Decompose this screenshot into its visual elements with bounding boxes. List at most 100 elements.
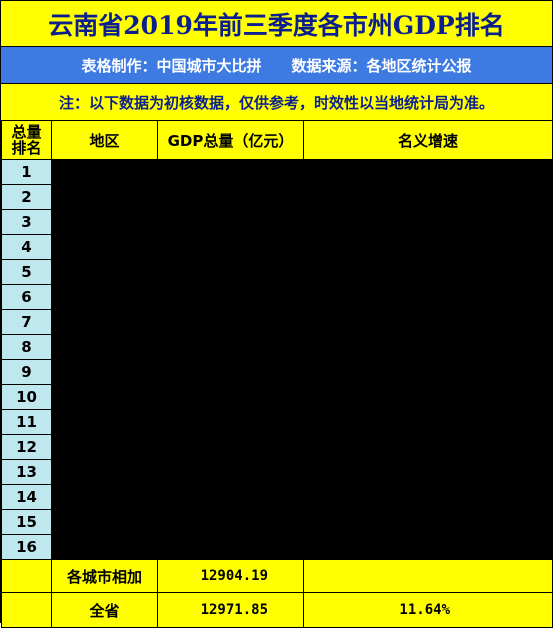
- cell-rank: 3: [1, 209, 52, 235]
- cell-gdp: 823.33: [157, 259, 304, 285]
- cell-region: 玉溪: [51, 234, 158, 260]
- cell-growth: 10.79%: [303, 484, 553, 510]
- table-row: 15 迪庆 156.93 8.10%: [1, 509, 553, 535]
- sum-row-gdp: 12904.19: [157, 559, 304, 593]
- cell-gdp: 1140.91: [157, 234, 304, 260]
- note-bar: 注：以下数据为初核数据，仅供参考，时效性以当地统计局为准。: [1, 83, 552, 120]
- cell-gdp: 794.03: [157, 284, 304, 310]
- cell-growth: 10.09%: [303, 309, 553, 335]
- cell-gdp: 545.88: [157, 334, 304, 360]
- cell-gdp: 242.85: [157, 484, 304, 510]
- table-row: 5 大理 823.33 6.20%: [1, 259, 553, 285]
- col-header-gdp: GDP总量（亿元）: [157, 120, 304, 160]
- cell-rank: 7: [1, 309, 52, 335]
- cell-growth: 10.47%: [303, 384, 553, 410]
- table-row: 16 怒江 110.70 14.30%: [1, 534, 553, 560]
- cell-growth: 8.80%: [303, 459, 553, 485]
- cell-rank: 1: [1, 159, 52, 185]
- sum-row-growth: [303, 559, 553, 593]
- table-row: 1 昆明 3769.42 7.49%: [1, 159, 553, 185]
- maker-label: 表格制作：中国城市大比拼: [81, 56, 262, 75]
- cell-region: 曲靖: [51, 184, 158, 210]
- table-row: 8 保山 545.88 10.98%: [1, 334, 553, 360]
- cell-growth: 10.32%: [303, 209, 553, 235]
- table-row: 9 文山 543.74 9.72%: [1, 359, 553, 385]
- cell-region: 丽江: [51, 484, 158, 510]
- sum-row: 各城市相加 12904.19: [1, 559, 553, 593]
- cell-region: 怒江: [51, 534, 158, 560]
- cell-gdp: 1522.65: [157, 184, 304, 210]
- total-row-growth: 11.64%: [303, 592, 553, 628]
- cell-growth: 9.96%: [303, 284, 553, 310]
- total-row-gdp: 12971.85: [157, 592, 304, 628]
- total-row: 全省 12971.85 11.64%: [1, 592, 553, 628]
- table-row: 14 丽江 242.85 10.79%: [1, 484, 553, 510]
- cell-region: 昆明: [51, 159, 158, 185]
- sum-row-label: 各城市相加: [51, 559, 158, 593]
- cell-rank: 13: [1, 459, 52, 485]
- table-row: 7 昭通 552.24 10.09%: [1, 309, 553, 335]
- table-row: 2 曲靖 1522.65 7.36%: [1, 184, 553, 210]
- sum-row-blank: [1, 559, 52, 593]
- table-row: 13 德宏 243.26 8.80%: [1, 459, 553, 485]
- cell-rank: 11: [1, 409, 52, 435]
- col-header-growth: 名义增速: [303, 120, 553, 160]
- table-row: 6 楚雄 794.03 9.96%: [1, 284, 553, 310]
- cell-gdp: 446.67: [157, 409, 304, 435]
- cell-rank: 9: [1, 359, 52, 385]
- gdp-table: 总量 排名 地区 GDP总量（亿元） 名义增速 1 昆明 3769.42 7.49% 2 曲…: [1, 120, 553, 628]
- source-label: 数据来源：各地区统计公报: [291, 56, 472, 75]
- cell-gdp: 243.26: [157, 459, 304, 485]
- cell-region: 临沧: [51, 409, 158, 435]
- cell-region: 西双版纳: [51, 434, 158, 460]
- cell-growth: 8.10%: [303, 509, 553, 535]
- table-row: 11 临沧 446.67 10.14%: [1, 409, 553, 435]
- cell-gdp: 543.74: [157, 359, 304, 385]
- cell-growth: 14.30%: [303, 534, 553, 560]
- cell-rank: 16: [1, 534, 52, 560]
- cell-region: 大理: [51, 259, 158, 285]
- cell-rank: 6: [1, 284, 52, 310]
- cell-growth: 7.36%: [303, 184, 553, 210]
- table-row: 4 玉溪 1140.91 7.30%: [1, 234, 553, 260]
- cell-region: 昭通: [51, 309, 158, 335]
- cell-growth: 10.98%: [303, 334, 553, 360]
- cell-rank: 2: [1, 184, 52, 210]
- cell-rank: 14: [1, 484, 52, 510]
- cell-gdp: 1206.94: [157, 209, 304, 235]
- table-row: 12 西双版纳 321.52 10.31%: [1, 434, 553, 460]
- cell-growth: 6.20%: [303, 259, 553, 285]
- cell-growth: 7.30%: [303, 234, 553, 260]
- cell-rank: 8: [1, 334, 52, 360]
- cell-growth: 10.31%: [303, 434, 553, 460]
- cell-region: 迪庆: [51, 509, 158, 535]
- cell-gdp: 156.93: [157, 509, 304, 535]
- col-header-region: 地区: [51, 120, 158, 160]
- cell-region: 普洱: [51, 384, 158, 410]
- cell-region: 红河: [51, 209, 158, 235]
- cell-gdp: 110.70: [157, 534, 304, 560]
- table-title: 云南省2019年前三季度各市州GDP排名: [1, 1, 552, 46]
- total-row-blank: [1, 592, 52, 628]
- table-row: 3 红河 1206.94 10.32%: [1, 209, 553, 235]
- cell-growth: 7.49%: [303, 159, 553, 185]
- source-info-bar: 表格制作：中国城市大比拼 数据来源：各地区统计公报: [1, 46, 552, 83]
- cell-region: 保山: [51, 334, 158, 360]
- cell-rank: 15: [1, 509, 52, 535]
- cell-rank: 12: [1, 434, 52, 460]
- cell-gdp: 483.14: [157, 384, 304, 410]
- cell-rank: 5: [1, 259, 52, 285]
- cell-region: 楚雄: [51, 284, 158, 310]
- total-row-label: 全省: [51, 592, 158, 628]
- cell-gdp: 552.24: [157, 309, 304, 335]
- cell-growth: 10.14%: [303, 409, 553, 435]
- cell-region: 德宏: [51, 459, 158, 485]
- cell-growth: 9.72%: [303, 359, 553, 385]
- table-row: 10 普洱 483.14 10.47%: [1, 384, 553, 410]
- cell-rank: 4: [1, 234, 52, 260]
- cell-rank: 10: [1, 384, 52, 410]
- cell-region: 文山: [51, 359, 158, 385]
- table-body: 1 昆明 3769.42 7.49% 2 曲靖 1522.65 7.36% 3 红河 1206.94…: [1, 159, 553, 560]
- table-header-row: 总量 排名 地区 GDP总量（亿元） 名义增速: [1, 120, 553, 160]
